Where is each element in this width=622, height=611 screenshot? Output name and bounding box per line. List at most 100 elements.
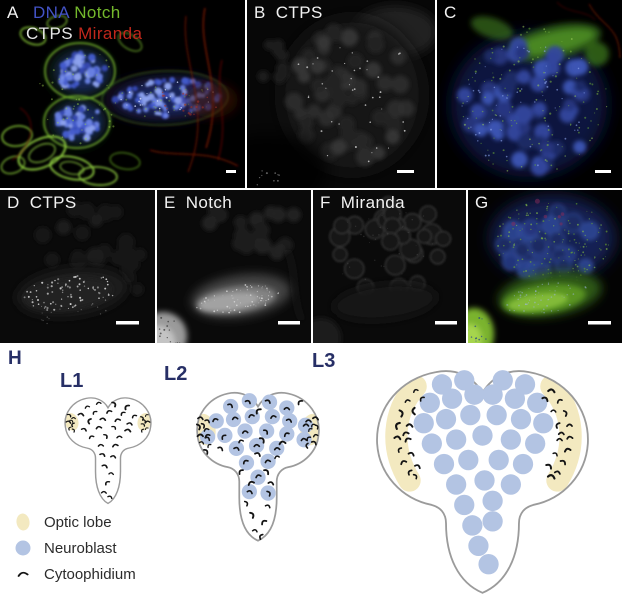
scale-bar — [116, 321, 139, 325]
neuroblast-dot — [486, 404, 507, 426]
scale-bar — [595, 170, 611, 173]
neuroblast-dot — [454, 494, 475, 516]
panel-a-label: A DNA Notch CTPS Miranda — [7, 2, 142, 44]
neuroblast-dot — [446, 474, 467, 495]
panel-f-letter: F — [320, 193, 331, 212]
panel-e-label: E Notch — [164, 192, 232, 213]
neuroblast-dot — [488, 449, 509, 471]
neuroblast-dot — [482, 490, 503, 512]
neuroblast-dot — [433, 453, 455, 475]
neuroblast-dot — [413, 413, 434, 434]
neuroblast-dot — [525, 433, 546, 454]
panel-e-letter: E — [164, 193, 176, 212]
neuroblast-dot — [533, 413, 554, 434]
neuroblast-dot — [431, 374, 453, 395]
panel-b-marker: CTPS — [275, 3, 323, 22]
panel-a-label-line1: A DNA Notch — [7, 2, 142, 23]
panel-g-image — [468, 190, 622, 343]
neuroblast-dot — [514, 374, 536, 395]
panel-c-micrograph: C — [437, 0, 622, 188]
neuroblast-dot — [500, 474, 521, 495]
panel-a-marker-miranda: Miranda — [78, 24, 143, 43]
neuroblast-dot — [419, 392, 440, 413]
neuroblast-dot — [482, 511, 503, 532]
neuroblast-dot — [510, 408, 532, 430]
neuroblast-dot — [472, 425, 493, 446]
scale-bar — [435, 321, 457, 325]
neuroblast-dot — [208, 413, 224, 429]
panel-f-label: F Miranda — [320, 192, 405, 213]
legend-label-neuroblast: Neuroblast — [44, 539, 117, 557]
cytoophidium-icon — [17, 571, 29, 578]
panel-c-image — [437, 0, 622, 188]
panel-e-micrograph: E Notch — [157, 190, 311, 343]
neuroblast-dot — [474, 470, 495, 491]
neuroblast-dot — [512, 453, 534, 475]
panel-f-marker: Miranda — [340, 193, 406, 212]
neuroblast-dot — [478, 554, 499, 575]
neuroblast-dot — [454, 370, 475, 391]
brain-outline — [64, 397, 152, 505]
neuroblast-icon — [15, 540, 31, 556]
stage-label-l1: L1 — [60, 370, 84, 392]
panel-e-marker: Notch — [185, 193, 233, 212]
neuroblast-dot — [223, 398, 239, 415]
panel-a-letter: A — [7, 3, 18, 22]
neuroblast-dot — [441, 388, 463, 409]
panel-g-micrograph: G — [468, 190, 622, 343]
panel-d-label: D CTPS — [7, 192, 77, 213]
panel-g-letter: G — [475, 193, 489, 212]
neuroblast-dot — [527, 392, 548, 413]
scale-bar — [226, 170, 236, 173]
stage-label-l2: L2 — [164, 363, 188, 385]
legend-label-optic-lobe: Optic lobe — [44, 513, 112, 531]
brain-diagram-l1 — [64, 397, 152, 505]
neuroblast-dot — [504, 388, 526, 409]
neuroblast-dot — [260, 453, 276, 469]
legend-item-neuroblast: Neuroblast — [12, 535, 136, 561]
optic-lobe-icon — [16, 513, 30, 531]
panel-a-label-line2: CTPS Miranda — [26, 23, 142, 44]
panel-b-micrograph: B CTPS — [247, 0, 435, 188]
scale-bar — [278, 321, 300, 325]
brain-diagram-l3 — [376, 370, 589, 594]
figure-row-2: D CTPS E Notch F Miranda G — [0, 190, 622, 343]
panel-g-label: G — [475, 192, 489, 213]
panel-e-image — [157, 190, 311, 343]
panel-d-image — [0, 190, 155, 343]
panel-h-letter: H — [8, 348, 22, 369]
neuroblast-dot — [421, 433, 442, 454]
legend-label-cytoophidium: Cytoophidium — [44, 565, 136, 583]
neuroblast-dot — [460, 404, 481, 426]
neuroblast-dot — [464, 384, 485, 405]
neuroblast-dot — [238, 455, 255, 471]
brain-outline — [196, 391, 320, 542]
panel-a-marker-notch: Notch — [74, 3, 121, 22]
neuroblast-dot — [250, 469, 266, 485]
neuroblast-dot — [482, 384, 503, 405]
panel-d-marker: CTPS — [29, 193, 77, 212]
panel-d-letter: D — [7, 193, 20, 212]
panel-h-schematic: H L1 L2 L3 Optic lobe Neuroblast Cytooph… — [0, 343, 622, 611]
neuroblast-dot — [297, 417, 314, 433]
brain-outline — [376, 370, 589, 594]
panel-b-image — [247, 0, 435, 188]
scale-bar — [588, 321, 611, 325]
neuroblast-dot — [468, 535, 489, 557]
neuroblast-dot — [260, 485, 276, 501]
neuroblast-dot — [500, 429, 521, 450]
legend-item-cytoophidium: Cytoophidium — [12, 561, 136, 587]
panel-f-image — [313, 190, 466, 343]
panel-a-micrograph: A DNA Notch CTPS Miranda — [0, 0, 245, 188]
neuroblast-dot — [492, 370, 513, 391]
panel-d-micrograph: D CTPS — [0, 190, 155, 343]
panel-b-label: B CTPS — [254, 2, 323, 23]
neuroblast-dot — [296, 432, 312, 448]
panel-b-letter: B — [254, 3, 266, 22]
neuroblast-dot — [435, 408, 457, 430]
neuroblast-dot — [458, 449, 479, 471]
stage-label-l3: L3 — [312, 350, 336, 372]
neuroblast-dot — [282, 413, 298, 429]
scale-bar — [397, 170, 414, 173]
